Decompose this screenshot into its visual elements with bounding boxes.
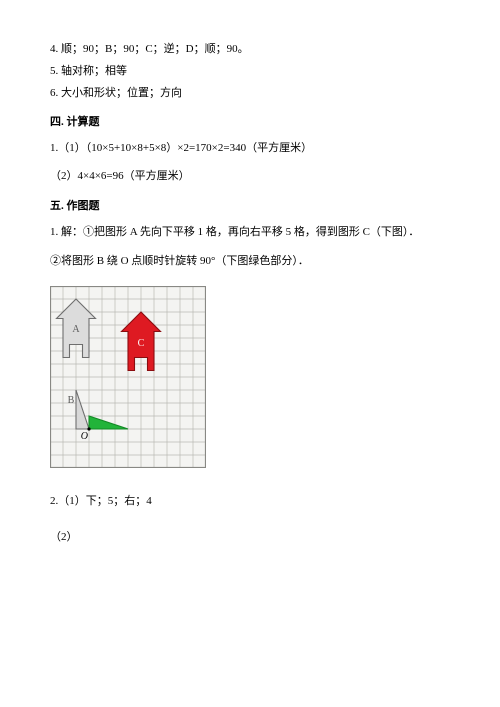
section-4-title: 四. 计算题 xyxy=(50,113,450,133)
sec5-q1-b: ②将图形 B 绕 O 点顺时针旋转 90°（下图绿色部分）． xyxy=(50,252,450,272)
answer-4: 4. 顺；90；B；90；C；逆；D；顺；90。 xyxy=(50,40,450,60)
grid-figure: A C B O xyxy=(50,286,206,468)
label-a: A xyxy=(72,324,80,335)
answer-5: 5. 轴对称；相等 xyxy=(50,62,450,82)
sec5-q1-a: 1. 解：①把图形 A 先向下平移 1 格，再向右平移 5 格，得到图形 C（下… xyxy=(50,223,450,243)
sec5-q2-2: （2） xyxy=(50,528,450,548)
sec4-q1-1: 1.（1）（10×5+10×8+5×8）×2=170×2=340（平方厘米） xyxy=(50,139,450,159)
answer-6: 6. 大小和形状；位置；方向 xyxy=(50,84,450,104)
label-o: O xyxy=(81,431,88,442)
label-c: C xyxy=(138,338,145,349)
label-b: B xyxy=(68,395,75,406)
sec5-q2-1: 2.（1）下；5；右；4 xyxy=(50,492,450,512)
section-5-title: 五. 作图题 xyxy=(50,197,450,217)
figure-container: A C B O xyxy=(50,286,450,468)
sec4-q1-2: （2）4×4×6=96（平方厘米） xyxy=(50,167,450,187)
